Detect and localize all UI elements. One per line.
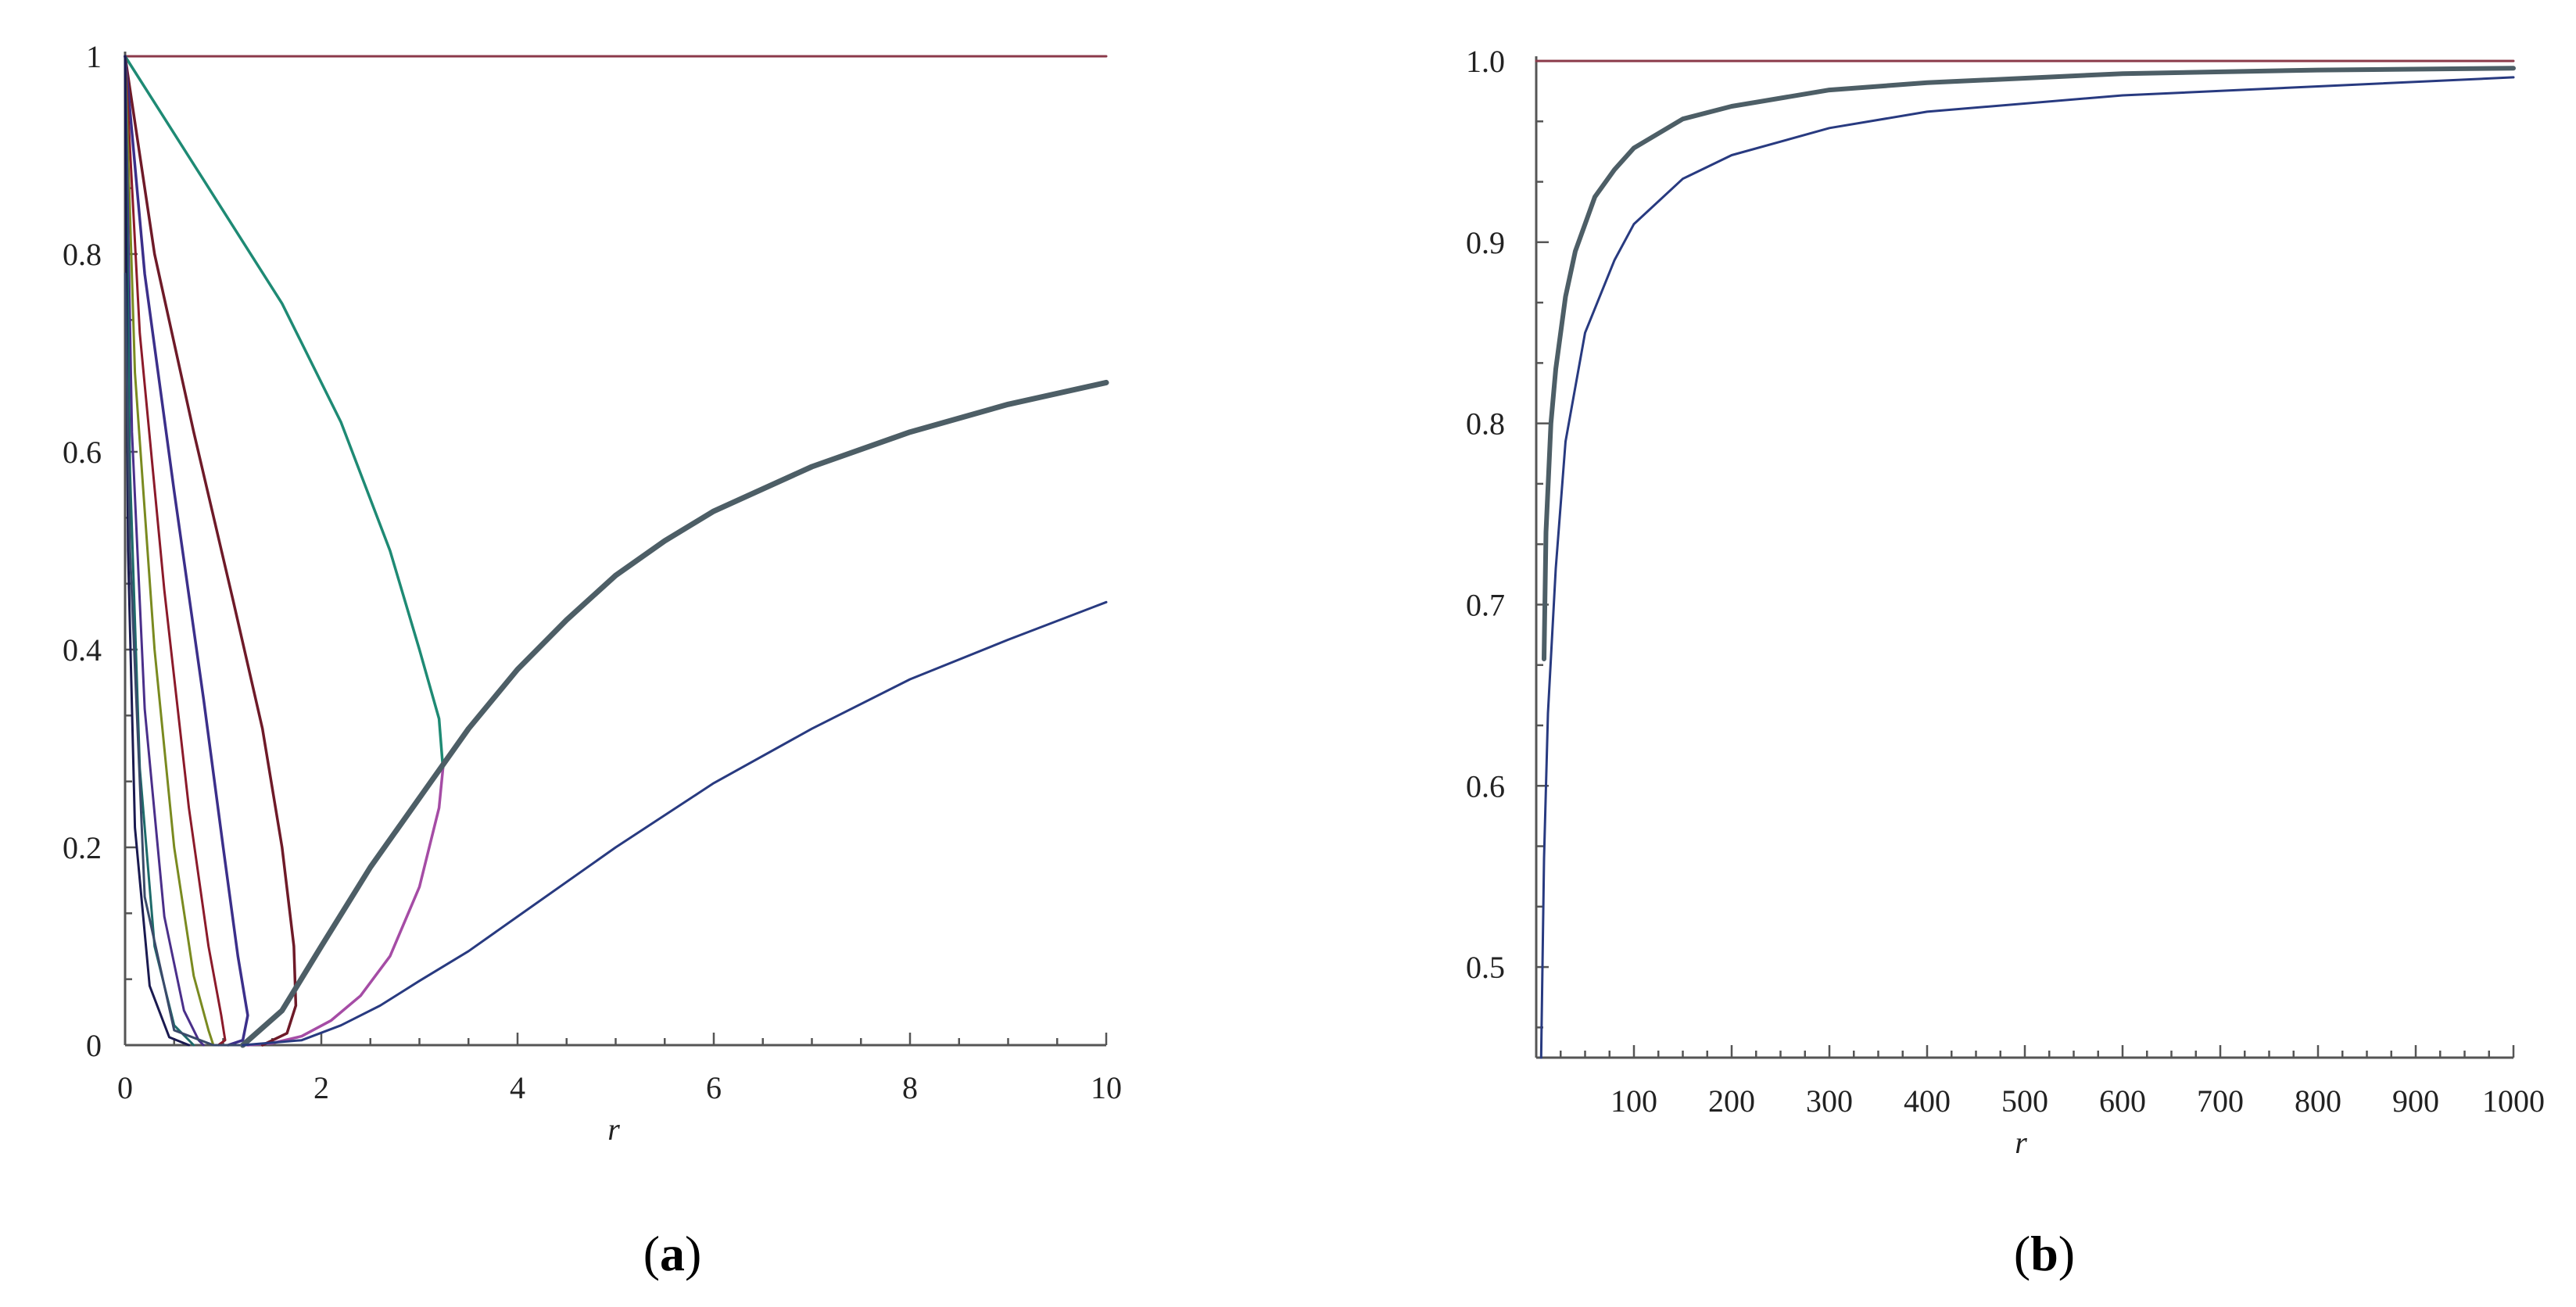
series-line-a-7 (124, 55, 215, 1047)
panel-label-b: (b) (2014, 1226, 2075, 1281)
chart-panel-a: 0 2 4 6 8 10 0 0.2 0.4 0.6 0.8 1 r (a) (63, 39, 1122, 1281)
x-tick-label-b: 1000 (2482, 1083, 2545, 1119)
panel-letter-a: a (660, 1226, 685, 1281)
series-line-a-10 (124, 55, 191, 1047)
y-tick-label-b: 0.9 (1466, 225, 1505, 260)
series-line-a-8 (124, 55, 205, 1047)
x-tick-label-b: 200 (1708, 1083, 1755, 1119)
x-tick-label-a: 0 (117, 1070, 133, 1105)
x-tick-label-b: 600 (2099, 1083, 2146, 1119)
series-line-a-12 (240, 379, 1109, 1048)
x-tick-label-b: 100 (1610, 1083, 1657, 1119)
x-tick-label-b: 300 (1806, 1083, 1853, 1119)
y-tick-label-b: 1.0 (1466, 44, 1505, 79)
y-tick-label-a: 1 (86, 39, 102, 74)
y-tick-label-a: 0.4 (63, 632, 102, 668)
series-line-a-13 (242, 600, 1108, 1047)
x-tick-label-a: 10 (1091, 1070, 1122, 1105)
series-line-b-2 (1542, 66, 2516, 661)
y-tick-label-b: 0.6 (1466, 768, 1505, 804)
x-tick-label-a: 2 (313, 1070, 329, 1105)
y-tick-label-a: 0.6 (63, 435, 102, 470)
series-line-a-6 (124, 55, 227, 1047)
chart-panel-b: 100 200 300 400 500 600 700 800 900 1000 0.5 0.6 0.7… (1466, 44, 2545, 1281)
y-tick-label-a: 0.2 (63, 830, 102, 865)
axes-a: 0 2 4 6 8 10 0 0.2 0.4 0.6 0.8 1 (63, 39, 1122, 1105)
series-group-a (124, 55, 1109, 1048)
series-line-b-3 (1539, 76, 2515, 1059)
x-tick-label-a: 4 (510, 1070, 525, 1105)
x-tick-label-b: 400 (1904, 1083, 1951, 1119)
y-tick-label-b: 0.8 (1466, 406, 1505, 442)
x-tick-label-a: 6 (706, 1070, 722, 1105)
series-group-b (1535, 59, 2516, 1059)
series-line-a-5 (124, 55, 249, 1047)
panel-letter-b: b (2030, 1226, 2058, 1281)
axes-b: 100 200 300 400 500 600 700 800 900 1000 0.5 0.6 0.7… (1466, 44, 2545, 1119)
x-axis-title-a: r (607, 1112, 620, 1147)
y-tick-label-a: 0.8 (63, 237, 102, 272)
y-tick-label-a: 0 (86, 1028, 102, 1063)
y-tick-label-b: 0.7 (1466, 587, 1505, 622)
x-axis-title-b: r (2015, 1125, 2027, 1160)
series-line-a-9 (124, 55, 195, 1047)
series-line-a-2 (124, 55, 445, 770)
series-line-a-11 (124, 272, 245, 1047)
x-tick-label-b: 900 (2392, 1083, 2439, 1119)
panel-label-a: (a) (643, 1226, 702, 1281)
x-tick-label-b: 500 (2001, 1083, 2048, 1119)
x-tick-label-b: 800 (2295, 1083, 2341, 1119)
x-tick-label-a: 8 (902, 1070, 918, 1105)
series-line-a-4 (124, 55, 298, 1047)
x-tick-label-b: 700 (2197, 1083, 2244, 1119)
y-tick-label-b: 0.5 (1466, 950, 1505, 985)
